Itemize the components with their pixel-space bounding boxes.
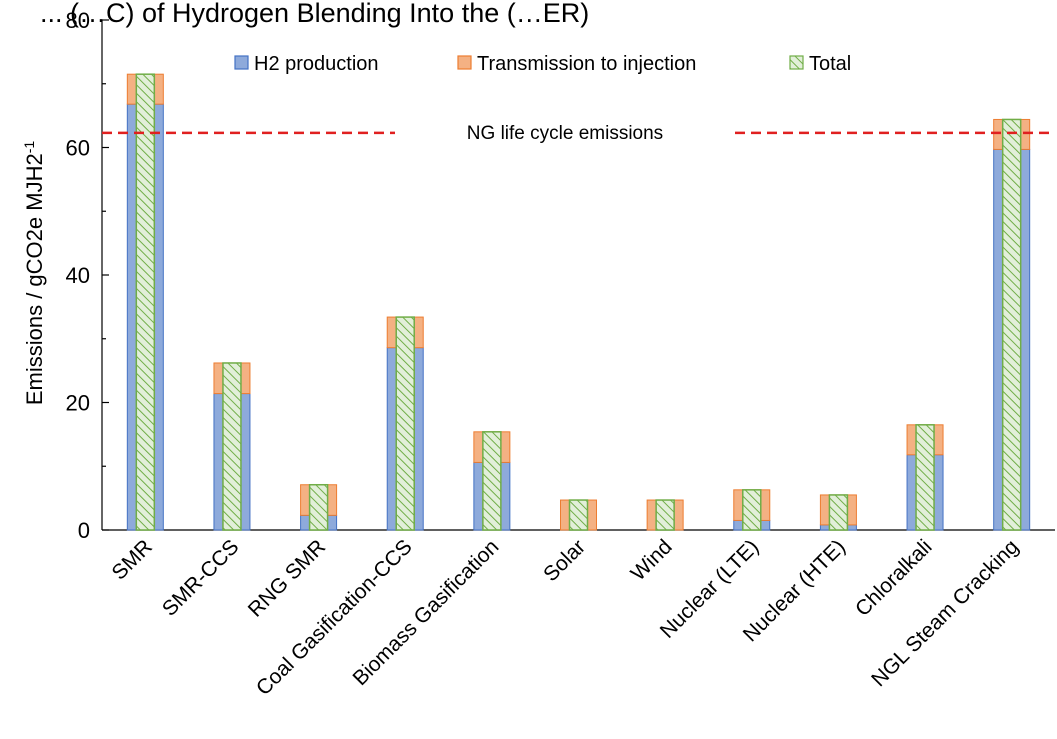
y-tick-label: 0	[78, 518, 90, 543]
bar-total	[395, 316, 415, 531]
svg-text:Emissions / gCO2e MJH2-1: Emissions / gCO2e MJH2-1	[21, 141, 47, 406]
legend-swatch	[234, 55, 249, 70]
bar-group	[300, 483, 338, 531]
legend-label: Total	[809, 53, 851, 75]
bar-total	[222, 362, 242, 531]
bar-total	[915, 424, 935, 531]
category-label: Chloralkali	[851, 535, 937, 621]
category-label: Wind	[627, 535, 677, 585]
legend-label: Transmission to injection	[477, 53, 696, 75]
bar-group	[386, 316, 424, 531]
category-label: Coal Gasification-CCS	[252, 535, 417, 700]
category-label: NGL Steam Cracking	[867, 535, 1023, 691]
bar-total	[828, 494, 849, 531]
y-axis-title: Emissions / gCO2e MJH2-1	[21, 141, 47, 406]
bar-total	[135, 73, 156, 531]
reference-line-label: NG life cycle emissions	[467, 123, 663, 144]
bar-total	[742, 489, 762, 531]
legend-swatch	[789, 55, 804, 70]
category-label: RNG SMR	[244, 535, 330, 621]
category-label: Biomass Gasification	[348, 535, 503, 690]
bar-group	[646, 499, 684, 531]
legend: H2 production Transmission to injection To…	[234, 53, 851, 75]
y-tick-label: 20	[66, 391, 90, 416]
y-tick-label: 40	[66, 263, 90, 288]
y-axis: 0 20 40 60 80	[66, 8, 109, 543]
category-label: SMR-CCS	[158, 535, 244, 621]
y-tick-label: 80	[66, 8, 90, 33]
bar-total	[308, 483, 329, 531]
legend-swatch	[457, 55, 472, 70]
bar-total	[655, 499, 675, 531]
y-axis-title-superscript: -1	[21, 141, 37, 154]
bar-group	[906, 424, 944, 531]
y-axis-title-text: Emissions / gCO2e MJH2	[22, 153, 47, 405]
legend-label: H2 production	[254, 53, 379, 75]
bar-group	[126, 73, 164, 531]
bar-total	[482, 431, 502, 531]
y-tick-label: 60	[66, 136, 90, 161]
reference-line: NG life cycle emissions	[102, 123, 1055, 144]
category-label: SMR	[108, 535, 157, 584]
bar-group	[819, 494, 857, 531]
bar-group	[993, 118, 1031, 531]
bars	[126, 73, 1031, 531]
bar-group	[733, 489, 771, 531]
bar-total	[1001, 118, 1022, 531]
bar-total	[568, 499, 589, 531]
bar-group	[560, 499, 597, 531]
chart-title: ... (…C) of Hydrogen Blending Into the (…	[40, 0, 589, 28]
bar-group	[473, 431, 511, 531]
category-label: Solar	[539, 535, 590, 586]
bar-group	[213, 362, 251, 531]
